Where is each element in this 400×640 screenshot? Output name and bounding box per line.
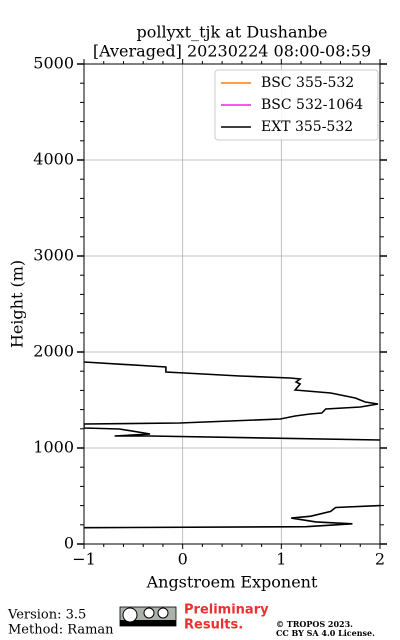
y-tick-label: 0 [64, 534, 74, 553]
version-text: Version: 3.5 [7, 608, 86, 623]
legend-label: EXT 355-532 [261, 119, 353, 135]
notice-text: Preliminary [184, 603, 269, 618]
data-line [84, 361, 380, 529]
legend-label: BSC 532-1064 [261, 97, 363, 113]
y-tick-label: 4000 [33, 150, 74, 169]
plot-frame [83, 63, 381, 545]
x-tick-label: −1 [72, 550, 96, 569]
x-axis-label: Angstroem Exponent [146, 573, 318, 592]
chart-title: pollyxt_tjk at Dushanbe [136, 23, 327, 42]
x-tick-label: 0 [178, 550, 188, 569]
y-tick-label: 2000 [33, 342, 74, 361]
y-axis-label: Height (m) [8, 260, 27, 348]
y-tick-label: 3000 [33, 246, 74, 265]
x-tick-label: 1 [276, 550, 286, 569]
x-tick-label: 2 [375, 550, 385, 569]
legend-label: BSC 355-532 [261, 75, 354, 91]
y-tick-label: 5000 [33, 54, 74, 73]
copyright-text: © TROPOS 2023. [276, 619, 353, 629]
notice-text: Results. [184, 618, 243, 633]
license-text: CC BY SA 4.0 License. [276, 628, 375, 638]
chart-subtitle: [Averaged] 20230224 08:00-08:59 [93, 42, 371, 61]
y-tick-label: 1000 [33, 438, 74, 457]
cc-badge [119, 606, 177, 627]
legend-box [214, 69, 379, 141]
method-text: Method: Raman [8, 623, 114, 638]
